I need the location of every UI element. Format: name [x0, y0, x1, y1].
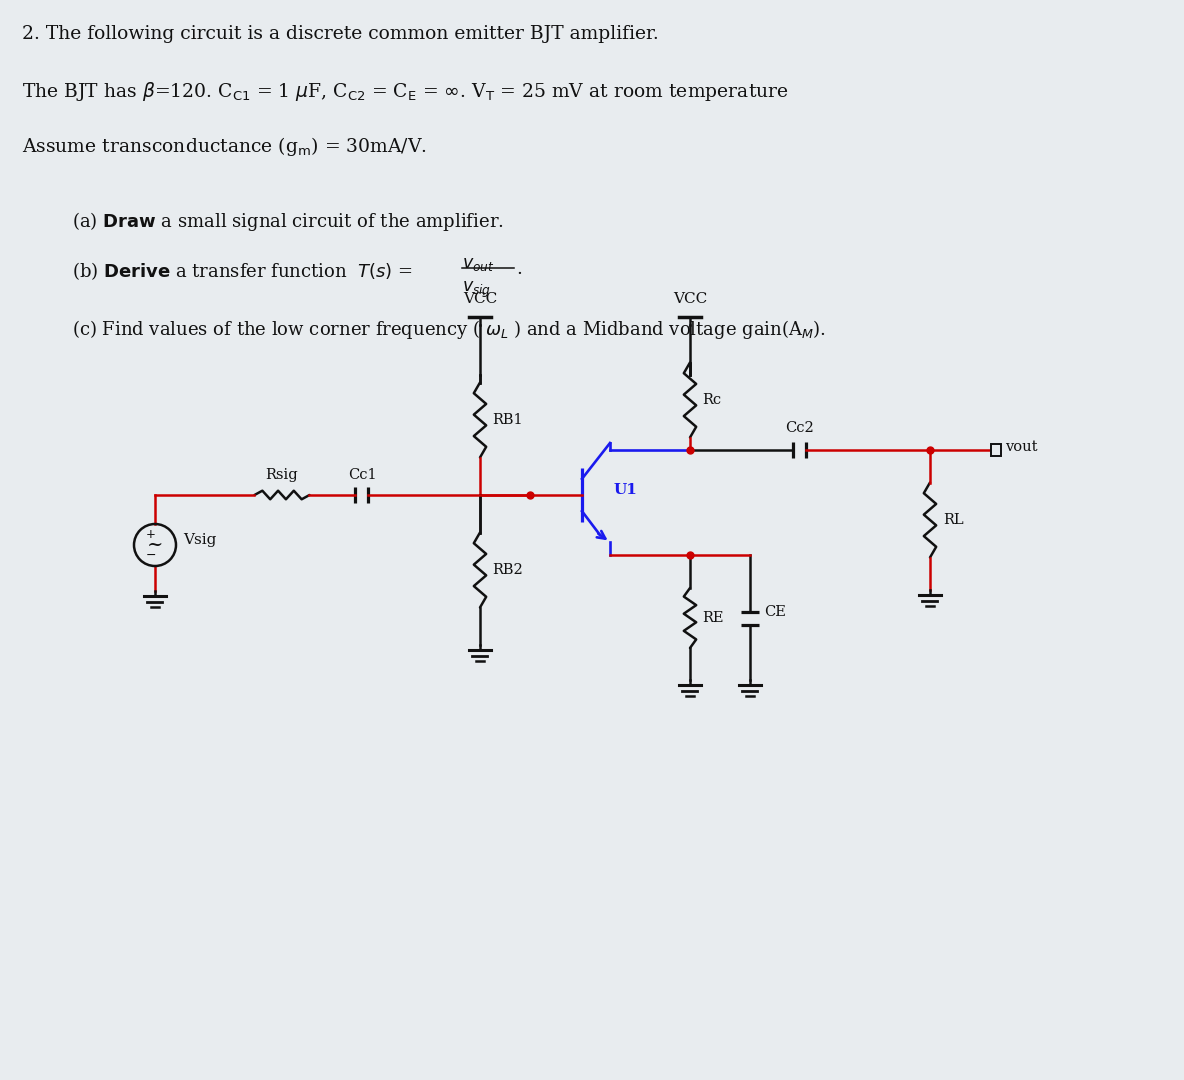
- Text: +: +: [146, 528, 156, 541]
- Text: Cc1: Cc1: [348, 468, 377, 482]
- Text: (b) $\mathbf{Derive}$ a transfer function  $T(s)$ =: (b) $\mathbf{Derive}$ a transfer functio…: [72, 260, 413, 282]
- Text: VCC: VCC: [463, 292, 497, 306]
- Text: RB2: RB2: [493, 563, 523, 577]
- Text: VCC: VCC: [673, 292, 707, 306]
- Text: Assume transconductance (g$_{\rm m}$) = 30mA/V.: Assume transconductance (g$_{\rm m}$) = …: [22, 135, 427, 158]
- Text: RL: RL: [942, 513, 964, 527]
- Text: Rsig: Rsig: [265, 468, 298, 482]
- Text: 2. The following circuit is a discrete common emitter BJT amplifier.: 2. The following circuit is a discrete c…: [22, 25, 658, 43]
- Text: Rc: Rc: [702, 393, 721, 407]
- Text: RE: RE: [702, 611, 723, 625]
- Text: ~: ~: [147, 536, 163, 554]
- Text: −: −: [146, 550, 156, 563]
- Text: (c) Find values of the low corner frequency ( $\omega_L$ ) and a Midband voltage: (c) Find values of the low corner freque…: [72, 318, 826, 341]
- Bar: [991, 445, 1000, 456]
- Text: U1: U1: [614, 483, 638, 497]
- Text: CE: CE: [764, 605, 786, 619]
- Text: Cc2: Cc2: [786, 421, 815, 435]
- Text: RB1: RB1: [493, 413, 522, 427]
- Text: $v_{sig}$: $v_{sig}$: [462, 280, 491, 300]
- Text: Vsig: Vsig: [184, 534, 217, 546]
- Text: (a) $\mathbf{Draw}$ a small signal circuit of the amplifier.: (a) $\mathbf{Draw}$ a small signal circu…: [72, 210, 503, 233]
- Text: .: .: [516, 260, 522, 278]
- Text: vout: vout: [1005, 440, 1037, 454]
- Text: The BJT has $\beta$=120. C$_{\rm C1}$ = 1 $\mu$F, C$_{\rm C2}$ = C$_{\rm E}$ = $: The BJT has $\beta$=120. C$_{\rm C1}$ = …: [22, 80, 789, 103]
- Text: $v_{out}$: $v_{out}$: [462, 256, 495, 273]
